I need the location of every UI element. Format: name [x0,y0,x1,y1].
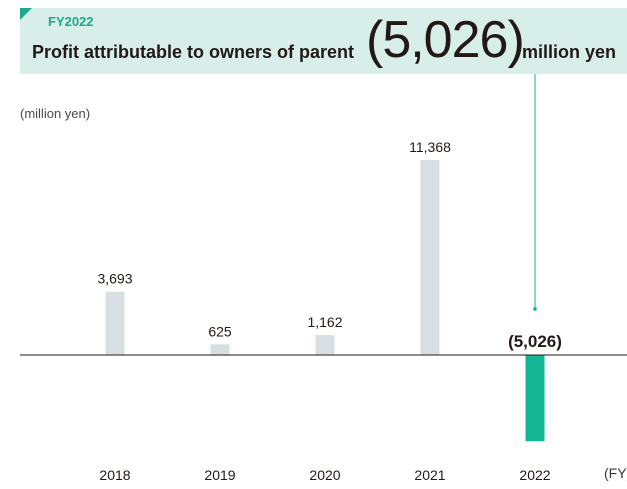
x-tick-2021: 2021 [414,467,445,483]
x-tick-2018: 2018 [99,467,130,483]
x-axis-unit-label: (FY) [604,465,627,481]
y-axis-unit-label: (million yen) [20,106,91,121]
value-label-2020: 1,162 [307,314,342,330]
headline-value: (5,026) [366,11,525,69]
bar-2022 [525,355,545,442]
headline-panel [20,8,627,74]
bar-2019 [210,344,230,355]
bar-2018 [105,291,125,355]
value-label-2021: 11,368 [409,139,451,155]
headline-unit: million yen [522,42,617,62]
value-label-2019: 625 [208,323,232,339]
bar-2021 [420,160,440,355]
fiscal-year-tag: FY2022 [48,14,94,29]
x-tick-2019: 2019 [204,467,235,483]
value-label-2018: 3,693 [97,271,132,287]
value-label-2022: (5,026) [508,332,562,351]
callout-connector-dot [533,307,537,311]
corner-accent [20,8,32,20]
x-tick-2022: 2022 [519,467,550,483]
metric-label: Profit attributable to owners of parent [32,42,355,62]
x-tick-2020: 2020 [309,467,340,483]
bar-2020 [315,335,335,355]
